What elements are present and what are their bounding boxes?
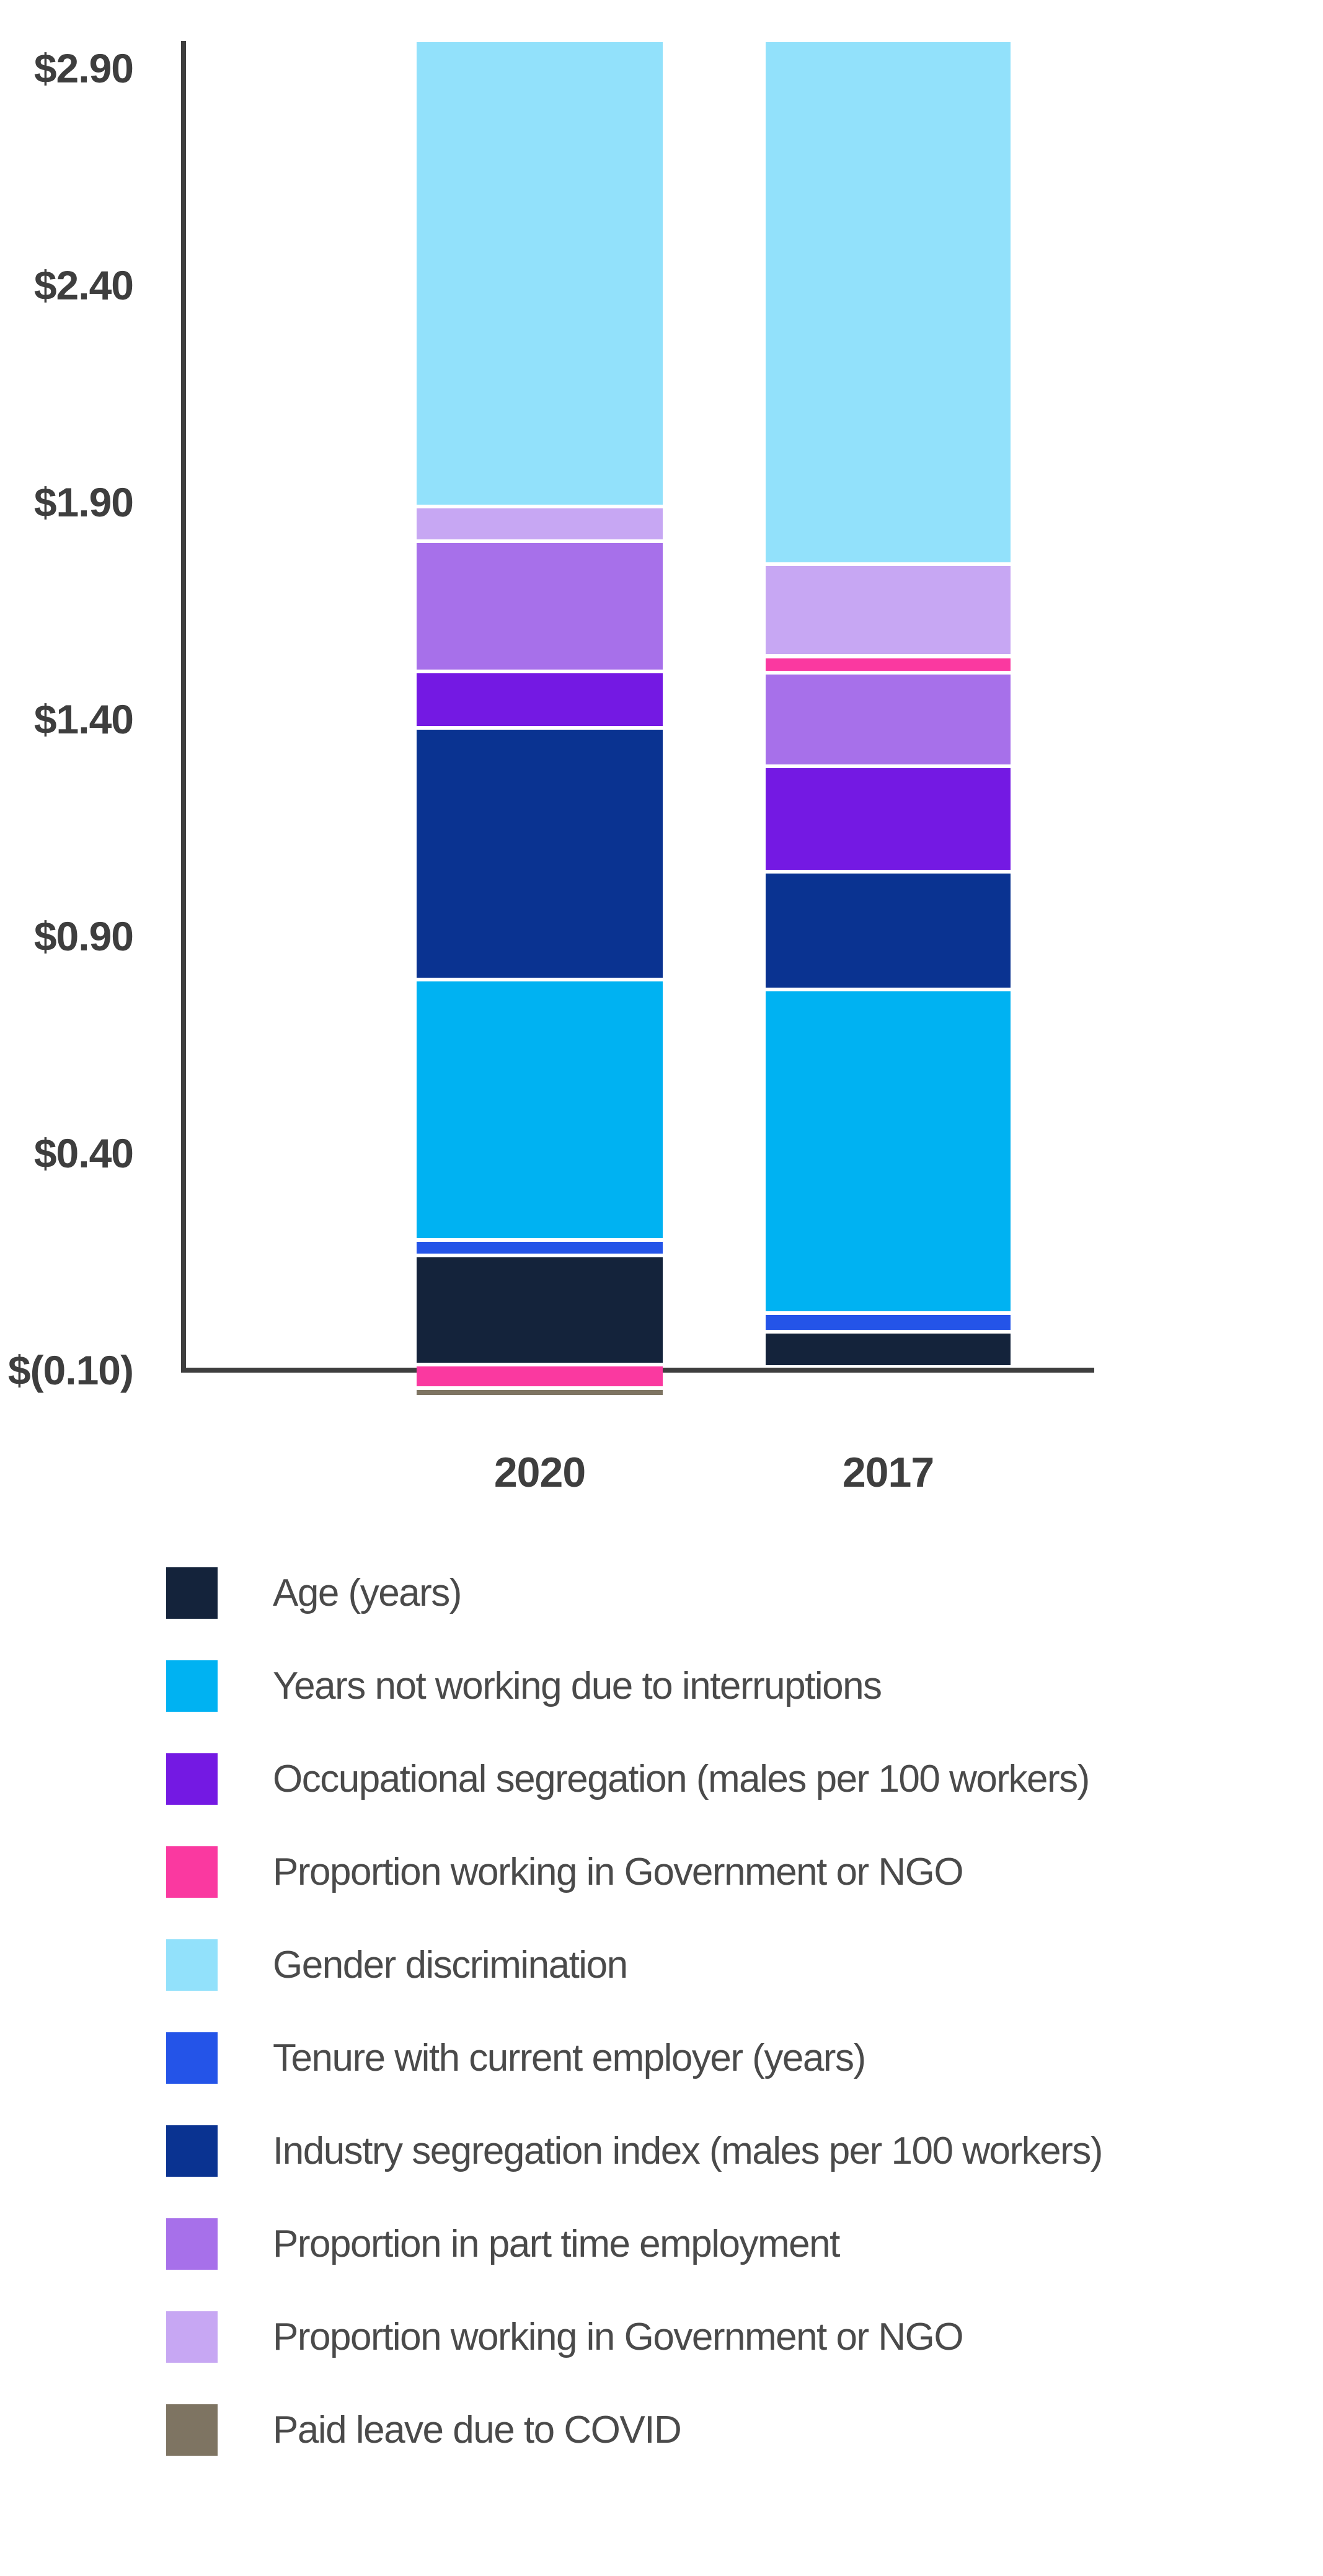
- legend-swatch-icon: [166, 2311, 218, 2363]
- bar-segment-2020-proportion-working-in-government-or-ngo: [417, 508, 663, 539]
- bar-segment-2017-proportion-working-in-government-or-ngo: [766, 658, 1011, 671]
- bar-segment-2020-occupational-segregation-males-per-100-workers: [417, 673, 663, 726]
- legend-swatch-icon: [166, 2404, 218, 2456]
- legend-item: Proportion in part time employment: [166, 2197, 1102, 2290]
- legend-item: Tenure with current employer (years): [166, 2011, 1102, 2104]
- legend-item: Gender discrimination: [166, 1918, 1102, 2011]
- bar-segment-2017-years-not-working-due-to-interruptions: [766, 991, 1011, 1312]
- stacked-bar-chart: $2.90 $2.40 $1.90 $1.40 $0.90 $0.40 $(0.10) 20…: [7, 41, 1094, 1496]
- y-tick-label: $(0.10): [7, 1347, 134, 1393]
- legend-item: Proportion working in Government or NGO: [166, 1825, 1102, 1918]
- legend-swatch-icon: [166, 1567, 218, 1619]
- legend-label: Years not working due to interruptions: [273, 1664, 882, 1707]
- y-tick-label: $0.90: [33, 913, 134, 959]
- legend-item: Years not working due to interruptions: [166, 1639, 1102, 1732]
- legend: Age (years) Years not working due to inte…: [166, 1546, 1103, 2476]
- legend-label: Age (years): [273, 1571, 462, 1614]
- legend-item: Industry segregation index (males per 10…: [166, 2104, 1103, 2197]
- bar-segment-2020-age-years: [417, 1257, 663, 1363]
- bar-segment-2017-tenure-with-current-employer-years: [766, 1315, 1011, 1330]
- bar-segment-2020-industry-segregation-index-males-per-100-workers: [417, 730, 663, 978]
- legend-label: Industry segregation index (males per 10…: [273, 2129, 1103, 2172]
- bar-segment-2020-proportion-in-part-time-employment: [417, 543, 663, 670]
- legend-swatch-icon: [166, 1939, 218, 1991]
- y-axis-line: [181, 41, 186, 1373]
- y-tick-label: $0.40: [33, 1130, 134, 1176]
- x-tick-label-2017: 2017: [842, 1449, 934, 1496]
- legend-swatch-icon: [166, 1753, 218, 1805]
- bar-segment-2020-years-not-working-due-to-interruptions: [417, 981, 663, 1238]
- legend-item: Age (years): [166, 1546, 1102, 1639]
- y-tick-label: $2.90: [33, 45, 134, 91]
- legend-label: Proportion in part time employment: [273, 2222, 840, 2265]
- legend-label: Occupational segregation (males per 100 …: [273, 1757, 1090, 1800]
- legend-item: Proportion working in Government or NGO: [166, 2290, 1102, 2383]
- bar-segment-2017-industry-segregation-index-males-per-100-workers: [766, 873, 1011, 988]
- legend-label: Paid leave due to COVID: [273, 2408, 682, 2451]
- legend-label: Proportion working in Government or NGO: [273, 1850, 964, 1893]
- legend-swatch-icon: [166, 1660, 218, 1712]
- legend-item: Occupational segregation (males per 100 …: [166, 1732, 1102, 1825]
- bar-segment-2017-proportion-working-in-government-or-ngo: [766, 566, 1011, 655]
- y-tick-label: $1.90: [33, 479, 134, 525]
- y-tick-label: $1.40: [33, 696, 134, 742]
- legend-label: Tenure with current employer (years): [273, 2036, 866, 2079]
- legend-swatch-icon: [166, 2032, 218, 2084]
- legend-swatch-icon: [166, 2125, 218, 2177]
- legend-item: Paid leave due to COVID: [166, 2383, 1102, 2476]
- legend-label: Gender discrimination: [273, 1943, 628, 1986]
- legend-swatch-icon: [166, 1846, 218, 1898]
- bar-segment-2020-paid-leave-due-to-covid: [417, 1389, 663, 1395]
- bar-segment-2017-proportion-in-part-time-employment: [766, 675, 1011, 764]
- bar-segment-2017-gender-discrimination: [766, 42, 1011, 563]
- bar-segment-2020-tenure-with-current-employer-years: [417, 1242, 663, 1254]
- x-tick-label-2020: 2020: [493, 1449, 586, 1496]
- bar-segment-2017-occupational-segregation-males-per-100-workers: [766, 768, 1011, 870]
- bar-segment-2017-age-years: [766, 1334, 1011, 1366]
- legend-label: Proportion working in Government or NGO: [273, 2315, 964, 2358]
- legend-swatch-icon: [166, 2218, 218, 2270]
- y-tick-label: $2.40: [33, 262, 134, 308]
- bar-segment-2020-gender-discrimination: [417, 42, 663, 505]
- bar-segment-2020-proportion-working-in-government-or-ngo: [417, 1366, 663, 1386]
